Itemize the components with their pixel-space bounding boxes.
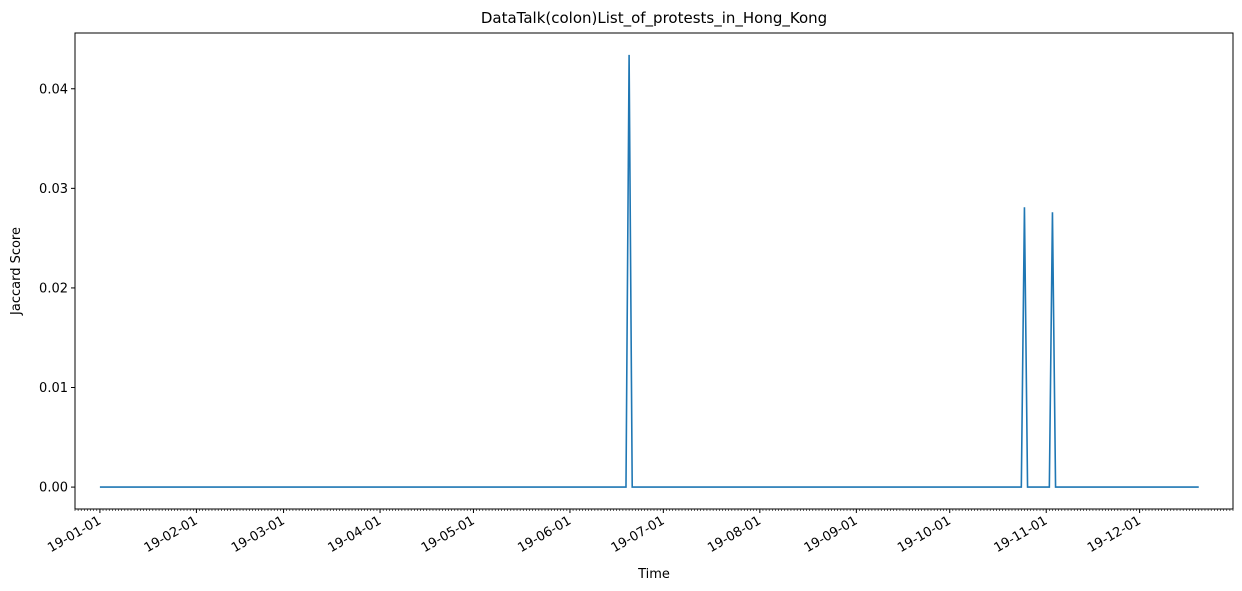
- x-tick-label: 19-04-01: [325, 513, 384, 555]
- y-axis-label: Jaccard Score: [9, 227, 24, 316]
- x-tick-label: 19-11-01: [992, 513, 1051, 555]
- y-axis-ticks: 0.00 0.01 0.02 0.03 0.04: [39, 82, 75, 496]
- x-tick-label: 19-12-01: [1085, 513, 1144, 555]
- x-tick-label: 19-02-01: [142, 513, 201, 555]
- x-tick-label: 19-01-01: [45, 513, 104, 555]
- series-line: [99, 54, 1199, 488]
- plot-frame: [74, 32, 1234, 510]
- y-tick-label: 0.04: [39, 82, 68, 97]
- chart-title: DataTalk(colon)List_of_protests_in_Hong_…: [481, 9, 827, 28]
- y-tick-label: 0.02: [39, 281, 68, 296]
- x-tick-label: 19-08-01: [705, 513, 764, 555]
- x-tick-label: 19-05-01: [419, 513, 478, 555]
- x-tick-label: 19-09-01: [802, 513, 861, 555]
- plot-area: [75, 33, 1233, 509]
- x-tick-label: 19-03-01: [229, 513, 288, 555]
- y-tick-label: 0.01: [39, 381, 68, 396]
- x-tick-label: 19-06-01: [515, 513, 574, 555]
- x-axis-label: Time: [637, 567, 670, 582]
- y-tick-label: 0.03: [39, 182, 68, 197]
- x-tick-label: 19-10-01: [895, 513, 954, 555]
- x-tick-label: 19-07-01: [609, 513, 668, 555]
- x-axis-ticks: 19-01-01 19-02-01 19-03-01 19-04-01 19-05-01…: [45, 509, 1144, 556]
- y-tick-label: 0.00: [39, 481, 68, 496]
